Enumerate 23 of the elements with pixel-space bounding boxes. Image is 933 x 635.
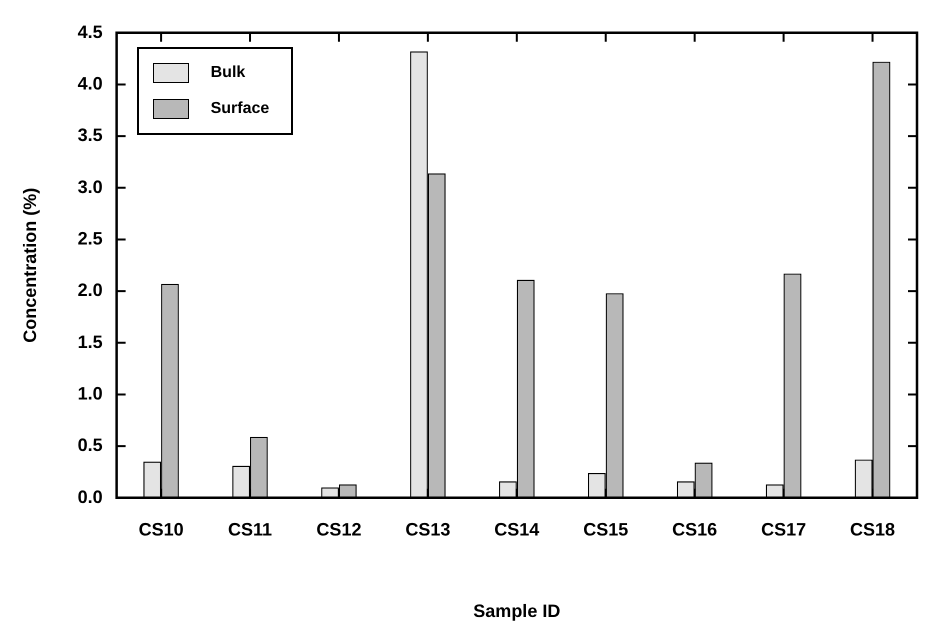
- x-tick-label: CS18: [850, 520, 896, 540]
- y-tick-label: 0.5: [78, 435, 103, 456]
- y-tick-label: 1.0: [78, 383, 103, 404]
- x-tick-label: CS17: [761, 520, 806, 540]
- x-tick-label: CS10: [138, 520, 184, 540]
- x-tick-label: CS15: [583, 520, 628, 540]
- y-tick-label: 3.0: [78, 176, 103, 197]
- y-axis-title: Concentration (%): [20, 188, 40, 343]
- legend-label: Surface: [210, 100, 270, 118]
- y-tick-label: 1.5: [78, 332, 103, 352]
- y-tick-label: 0.0: [78, 486, 103, 507]
- y-tick-label: 2.0: [78, 280, 103, 300]
- y-tick-label: 2.5: [78, 228, 103, 248]
- x-tick-label: CS14: [494, 520, 540, 540]
- y-tick-label: 4.5: [78, 22, 103, 42]
- x-tick-label: CS13: [405, 520, 450, 540]
- y-tick-label: 3.5: [78, 125, 103, 146]
- x-axis-title: Sample ID: [473, 601, 560, 622]
- legend-label: Bulk: [210, 64, 246, 82]
- x-tick-label: CS16: [672, 520, 718, 540]
- y-tick-label: 4.0: [78, 73, 103, 94]
- x-tick-label: CS11: [228, 520, 272, 540]
- x-tick-label: CS12: [316, 520, 362, 540]
